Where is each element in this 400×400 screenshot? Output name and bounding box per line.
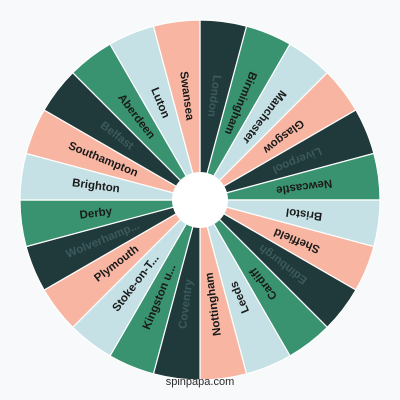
segment-label: London bbox=[205, 74, 222, 117]
segment-label: Bristol bbox=[285, 205, 323, 222]
watermark: spinpapa.com bbox=[165, 376, 235, 388]
wheel-hub[interactable] bbox=[172, 172, 228, 228]
segment-label: Derby bbox=[79, 206, 113, 222]
wheel-segment bbox=[152, 19, 201, 201]
